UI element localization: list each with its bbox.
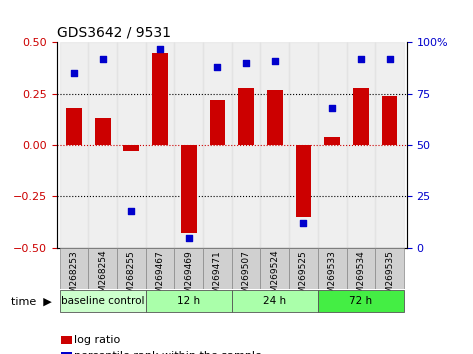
FancyBboxPatch shape — [318, 248, 347, 289]
Point — [357, 56, 365, 62]
Bar — [382, 96, 397, 145]
Bar — [232, 42, 261, 248]
Text: GDS3642 / 9531: GDS3642 / 9531 — [57, 26, 171, 40]
Text: GSM268253: GSM268253 — [70, 250, 79, 304]
Bar — [95, 119, 111, 145]
FancyBboxPatch shape — [232, 248, 261, 289]
Text: GSM269469: GSM269469 — [184, 250, 193, 304]
Bar — [66, 108, 82, 145]
FancyBboxPatch shape — [375, 248, 404, 289]
FancyBboxPatch shape — [175, 248, 203, 289]
Point — [271, 58, 279, 64]
Text: GSM268255: GSM268255 — [127, 250, 136, 304]
Text: GSM269533: GSM269533 — [328, 250, 337, 305]
Text: 72 h: 72 h — [350, 296, 372, 306]
Bar — [324, 137, 340, 145]
FancyBboxPatch shape — [146, 290, 232, 312]
Text: GSM269525: GSM269525 — [299, 250, 308, 304]
FancyBboxPatch shape — [261, 248, 289, 289]
FancyBboxPatch shape — [60, 248, 88, 289]
Bar — [146, 42, 175, 248]
Point — [242, 60, 250, 66]
FancyBboxPatch shape — [60, 290, 146, 312]
Point — [99, 56, 106, 62]
Point — [185, 235, 193, 240]
Bar — [123, 145, 139, 151]
Bar — [318, 42, 347, 248]
Bar — [210, 100, 225, 145]
Bar — [375, 42, 404, 248]
Text: GSM269535: GSM269535 — [385, 250, 394, 305]
Point — [128, 208, 135, 214]
FancyBboxPatch shape — [88, 248, 117, 289]
Bar — [289, 42, 318, 248]
Text: log ratio: log ratio — [74, 335, 121, 345]
Point — [214, 64, 221, 70]
FancyBboxPatch shape — [289, 248, 318, 289]
Point — [386, 56, 394, 62]
Text: GSM268254: GSM268254 — [98, 250, 107, 304]
FancyBboxPatch shape — [117, 248, 146, 289]
Bar — [261, 42, 289, 248]
Bar — [203, 42, 232, 248]
FancyBboxPatch shape — [232, 290, 318, 312]
Bar — [88, 42, 117, 248]
Text: time  ▶: time ▶ — [11, 296, 52, 306]
Point — [328, 105, 336, 111]
Point — [156, 46, 164, 51]
Bar — [267, 90, 283, 145]
Text: GSM269507: GSM269507 — [242, 250, 251, 305]
Text: percentile rank within the sample: percentile rank within the sample — [74, 351, 262, 354]
FancyBboxPatch shape — [203, 248, 232, 289]
Bar — [353, 88, 369, 145]
Text: 12 h: 12 h — [177, 296, 200, 306]
FancyBboxPatch shape — [347, 248, 375, 289]
Point — [300, 220, 307, 226]
Bar — [238, 88, 254, 145]
Text: GSM269534: GSM269534 — [356, 250, 365, 304]
Bar — [152, 53, 168, 145]
Text: GSM269524: GSM269524 — [270, 250, 279, 304]
Bar — [60, 42, 88, 248]
FancyBboxPatch shape — [318, 290, 404, 312]
FancyBboxPatch shape — [146, 248, 175, 289]
Text: baseline control: baseline control — [61, 296, 144, 306]
Bar — [296, 145, 311, 217]
Bar — [181, 145, 197, 233]
Text: 24 h: 24 h — [263, 296, 286, 306]
Text: GSM269467: GSM269467 — [156, 250, 165, 304]
Point — [70, 70, 78, 76]
Bar — [347, 42, 375, 248]
Bar — [175, 42, 203, 248]
Bar — [117, 42, 146, 248]
Text: GSM269471: GSM269471 — [213, 250, 222, 304]
